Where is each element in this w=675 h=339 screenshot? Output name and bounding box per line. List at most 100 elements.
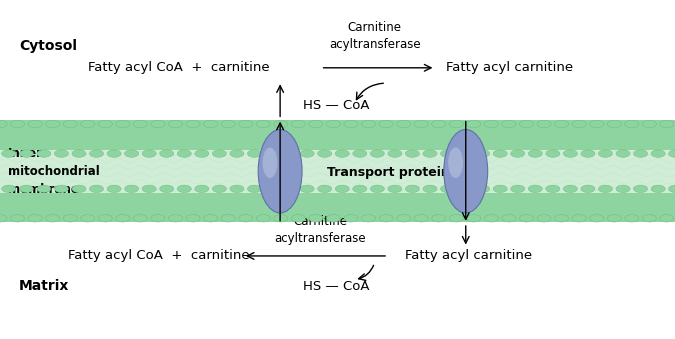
- Ellipse shape: [20, 185, 33, 193]
- Ellipse shape: [265, 150, 279, 157]
- Ellipse shape: [55, 185, 68, 193]
- Ellipse shape: [458, 150, 472, 157]
- Ellipse shape: [397, 215, 410, 222]
- Text: Carnitine
acyltransferase: Carnitine acyltransferase: [274, 215, 366, 245]
- Text: HS — CoA: HS — CoA: [303, 280, 369, 293]
- Ellipse shape: [476, 150, 489, 157]
- Ellipse shape: [448, 147, 463, 178]
- Ellipse shape: [443, 129, 487, 213]
- Ellipse shape: [634, 150, 647, 157]
- Text: Fatty acyl carnitine: Fatty acyl carnitine: [446, 61, 572, 74]
- Ellipse shape: [520, 120, 533, 128]
- Ellipse shape: [590, 120, 603, 128]
- Ellipse shape: [493, 185, 507, 193]
- Ellipse shape: [432, 120, 446, 128]
- Ellipse shape: [300, 150, 314, 157]
- Ellipse shape: [388, 185, 402, 193]
- Text: Fatty acyl CoA  +  carnitine: Fatty acyl CoA + carnitine: [88, 61, 269, 74]
- Ellipse shape: [11, 120, 24, 128]
- Ellipse shape: [511, 185, 524, 193]
- Ellipse shape: [441, 185, 454, 193]
- Ellipse shape: [134, 215, 147, 222]
- Ellipse shape: [476, 185, 489, 193]
- Ellipse shape: [335, 185, 349, 193]
- Ellipse shape: [160, 185, 173, 193]
- Ellipse shape: [467, 215, 481, 222]
- Ellipse shape: [572, 120, 586, 128]
- Ellipse shape: [125, 150, 138, 157]
- Ellipse shape: [81, 215, 95, 222]
- Ellipse shape: [292, 120, 305, 128]
- Ellipse shape: [344, 120, 358, 128]
- Ellipse shape: [450, 120, 463, 128]
- Text: Fatty acyl carnitine: Fatty acyl carnitine: [405, 250, 532, 262]
- Ellipse shape: [572, 215, 586, 222]
- Ellipse shape: [344, 215, 358, 222]
- Ellipse shape: [248, 185, 261, 193]
- Ellipse shape: [467, 120, 481, 128]
- Bar: [0, 120, 675, 222]
- Text: Matrix: Matrix: [19, 279, 70, 294]
- Ellipse shape: [608, 120, 621, 128]
- Ellipse shape: [169, 120, 182, 128]
- Ellipse shape: [90, 185, 103, 193]
- Ellipse shape: [178, 150, 191, 157]
- Ellipse shape: [581, 150, 595, 157]
- Ellipse shape: [239, 215, 252, 222]
- Ellipse shape: [55, 150, 68, 157]
- Ellipse shape: [379, 120, 393, 128]
- Ellipse shape: [20, 150, 33, 157]
- Ellipse shape: [107, 150, 121, 157]
- Ellipse shape: [397, 120, 410, 128]
- Ellipse shape: [72, 185, 86, 193]
- Ellipse shape: [204, 120, 217, 128]
- Ellipse shape: [116, 215, 130, 222]
- Ellipse shape: [485, 215, 498, 222]
- Text: Cytosol: Cytosol: [19, 39, 77, 53]
- Ellipse shape: [169, 215, 182, 222]
- Ellipse shape: [599, 150, 612, 157]
- Ellipse shape: [651, 185, 665, 193]
- Ellipse shape: [186, 215, 200, 222]
- Ellipse shape: [379, 215, 393, 222]
- Ellipse shape: [555, 120, 568, 128]
- Ellipse shape: [265, 185, 279, 193]
- Bar: [0, 150, 675, 193]
- Ellipse shape: [643, 120, 656, 128]
- Ellipse shape: [651, 150, 665, 157]
- Ellipse shape: [2, 185, 16, 193]
- Ellipse shape: [204, 215, 217, 222]
- Ellipse shape: [529, 150, 542, 157]
- Text: Inner
mitochondrial
membrane: Inner mitochondrial membrane: [8, 147, 100, 196]
- Ellipse shape: [221, 120, 235, 128]
- Ellipse shape: [309, 120, 323, 128]
- Ellipse shape: [362, 215, 375, 222]
- Ellipse shape: [107, 185, 121, 193]
- Text: Transport proteins: Transport proteins: [327, 166, 458, 179]
- Ellipse shape: [90, 150, 103, 157]
- Ellipse shape: [0, 215, 7, 222]
- Ellipse shape: [274, 215, 288, 222]
- Ellipse shape: [414, 215, 428, 222]
- Ellipse shape: [458, 185, 472, 193]
- Ellipse shape: [248, 150, 261, 157]
- Ellipse shape: [142, 150, 156, 157]
- Ellipse shape: [564, 150, 577, 157]
- Ellipse shape: [616, 150, 630, 157]
- Ellipse shape: [300, 185, 314, 193]
- Ellipse shape: [309, 215, 323, 222]
- Ellipse shape: [423, 185, 437, 193]
- Ellipse shape: [660, 120, 674, 128]
- Ellipse shape: [625, 215, 639, 222]
- Ellipse shape: [37, 185, 51, 193]
- Ellipse shape: [28, 215, 42, 222]
- Ellipse shape: [72, 150, 86, 157]
- Ellipse shape: [608, 215, 621, 222]
- Ellipse shape: [414, 120, 428, 128]
- Text: HS — CoA: HS — CoA: [303, 99, 369, 112]
- Ellipse shape: [274, 120, 288, 128]
- Ellipse shape: [178, 185, 191, 193]
- Ellipse shape: [327, 120, 340, 128]
- Ellipse shape: [283, 185, 296, 193]
- Ellipse shape: [353, 150, 367, 157]
